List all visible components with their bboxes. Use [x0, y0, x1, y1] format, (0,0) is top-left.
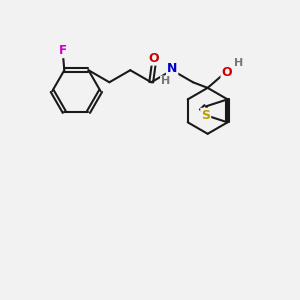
Text: O: O — [221, 66, 232, 79]
Text: H: H — [161, 76, 170, 86]
Text: N: N — [167, 62, 177, 75]
Text: H: H — [234, 58, 243, 68]
Text: S: S — [201, 109, 210, 122]
Text: O: O — [149, 52, 159, 64]
Text: F: F — [59, 44, 67, 57]
